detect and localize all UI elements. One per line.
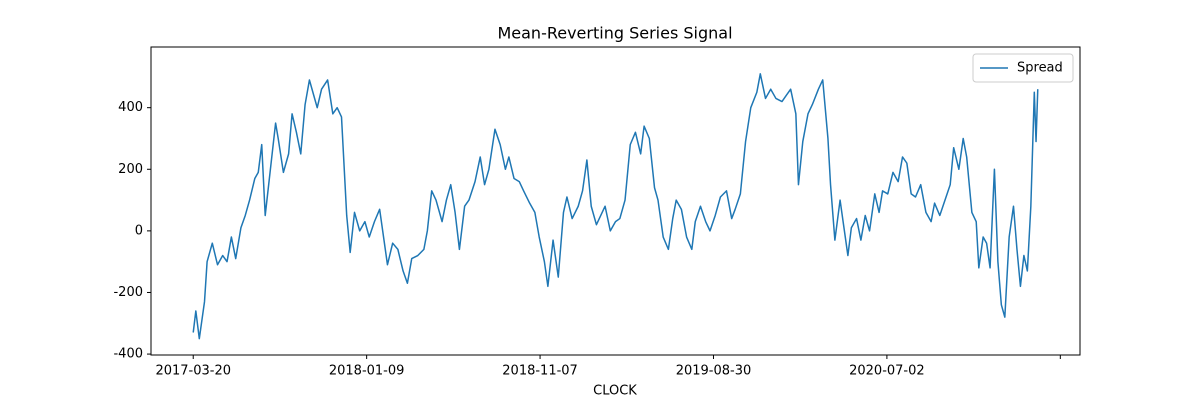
plot-frame	[150, 46, 1081, 356]
line-series	[192, 73, 1039, 340]
y-tick-label: -400	[113, 347, 143, 362]
y-tick-label: 200	[118, 162, 143, 177]
chart-title: Mean-Reverting Series Signal	[497, 24, 732, 43]
x-tick-label: 2020-07-02	[849, 364, 925, 379]
x-tick-label: 2019-08-30	[676, 364, 752, 379]
legend-box	[972, 53, 1074, 83]
y-tick-label: 0	[135, 223, 143, 238]
y-tick-label: 400	[118, 100, 143, 115]
y-tick-label: -200	[113, 285, 143, 300]
x-tick-label: 2018-11-07	[502, 364, 578, 379]
x-tick-label: 2018-01-09	[329, 364, 405, 379]
x-axis-label: CLOCK	[593, 384, 637, 399]
legend-label: Spread	[1017, 61, 1063, 76]
x-tick-label: 2017-03-20	[155, 364, 231, 379]
